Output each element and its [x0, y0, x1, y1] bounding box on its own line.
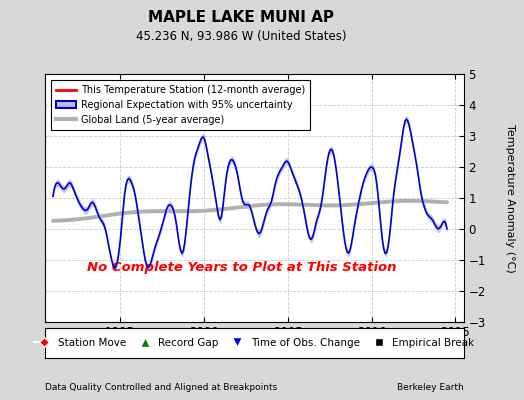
Text: Berkeley Earth: Berkeley Earth	[397, 383, 464, 392]
Legend: Station Move, Record Gap, Time of Obs. Change, Empirical Break: Station Move, Record Gap, Time of Obs. C…	[30, 334, 478, 352]
Y-axis label: Temperature Anomaly (°C): Temperature Anomaly (°C)	[506, 124, 516, 272]
Text: 45.236 N, 93.986 W (United States): 45.236 N, 93.986 W (United States)	[136, 30, 346, 43]
Text: MAPLE LAKE MUNI AP: MAPLE LAKE MUNI AP	[148, 10, 334, 25]
Text: Data Quality Controlled and Aligned at Breakpoints: Data Quality Controlled and Aligned at B…	[45, 383, 277, 392]
Text: No Complete Years to Plot at This Station: No Complete Years to Plot at This Statio…	[87, 261, 396, 274]
Legend: This Temperature Station (12-month average), Regional Expectation with 95% uncer: This Temperature Station (12-month avera…	[51, 80, 310, 130]
